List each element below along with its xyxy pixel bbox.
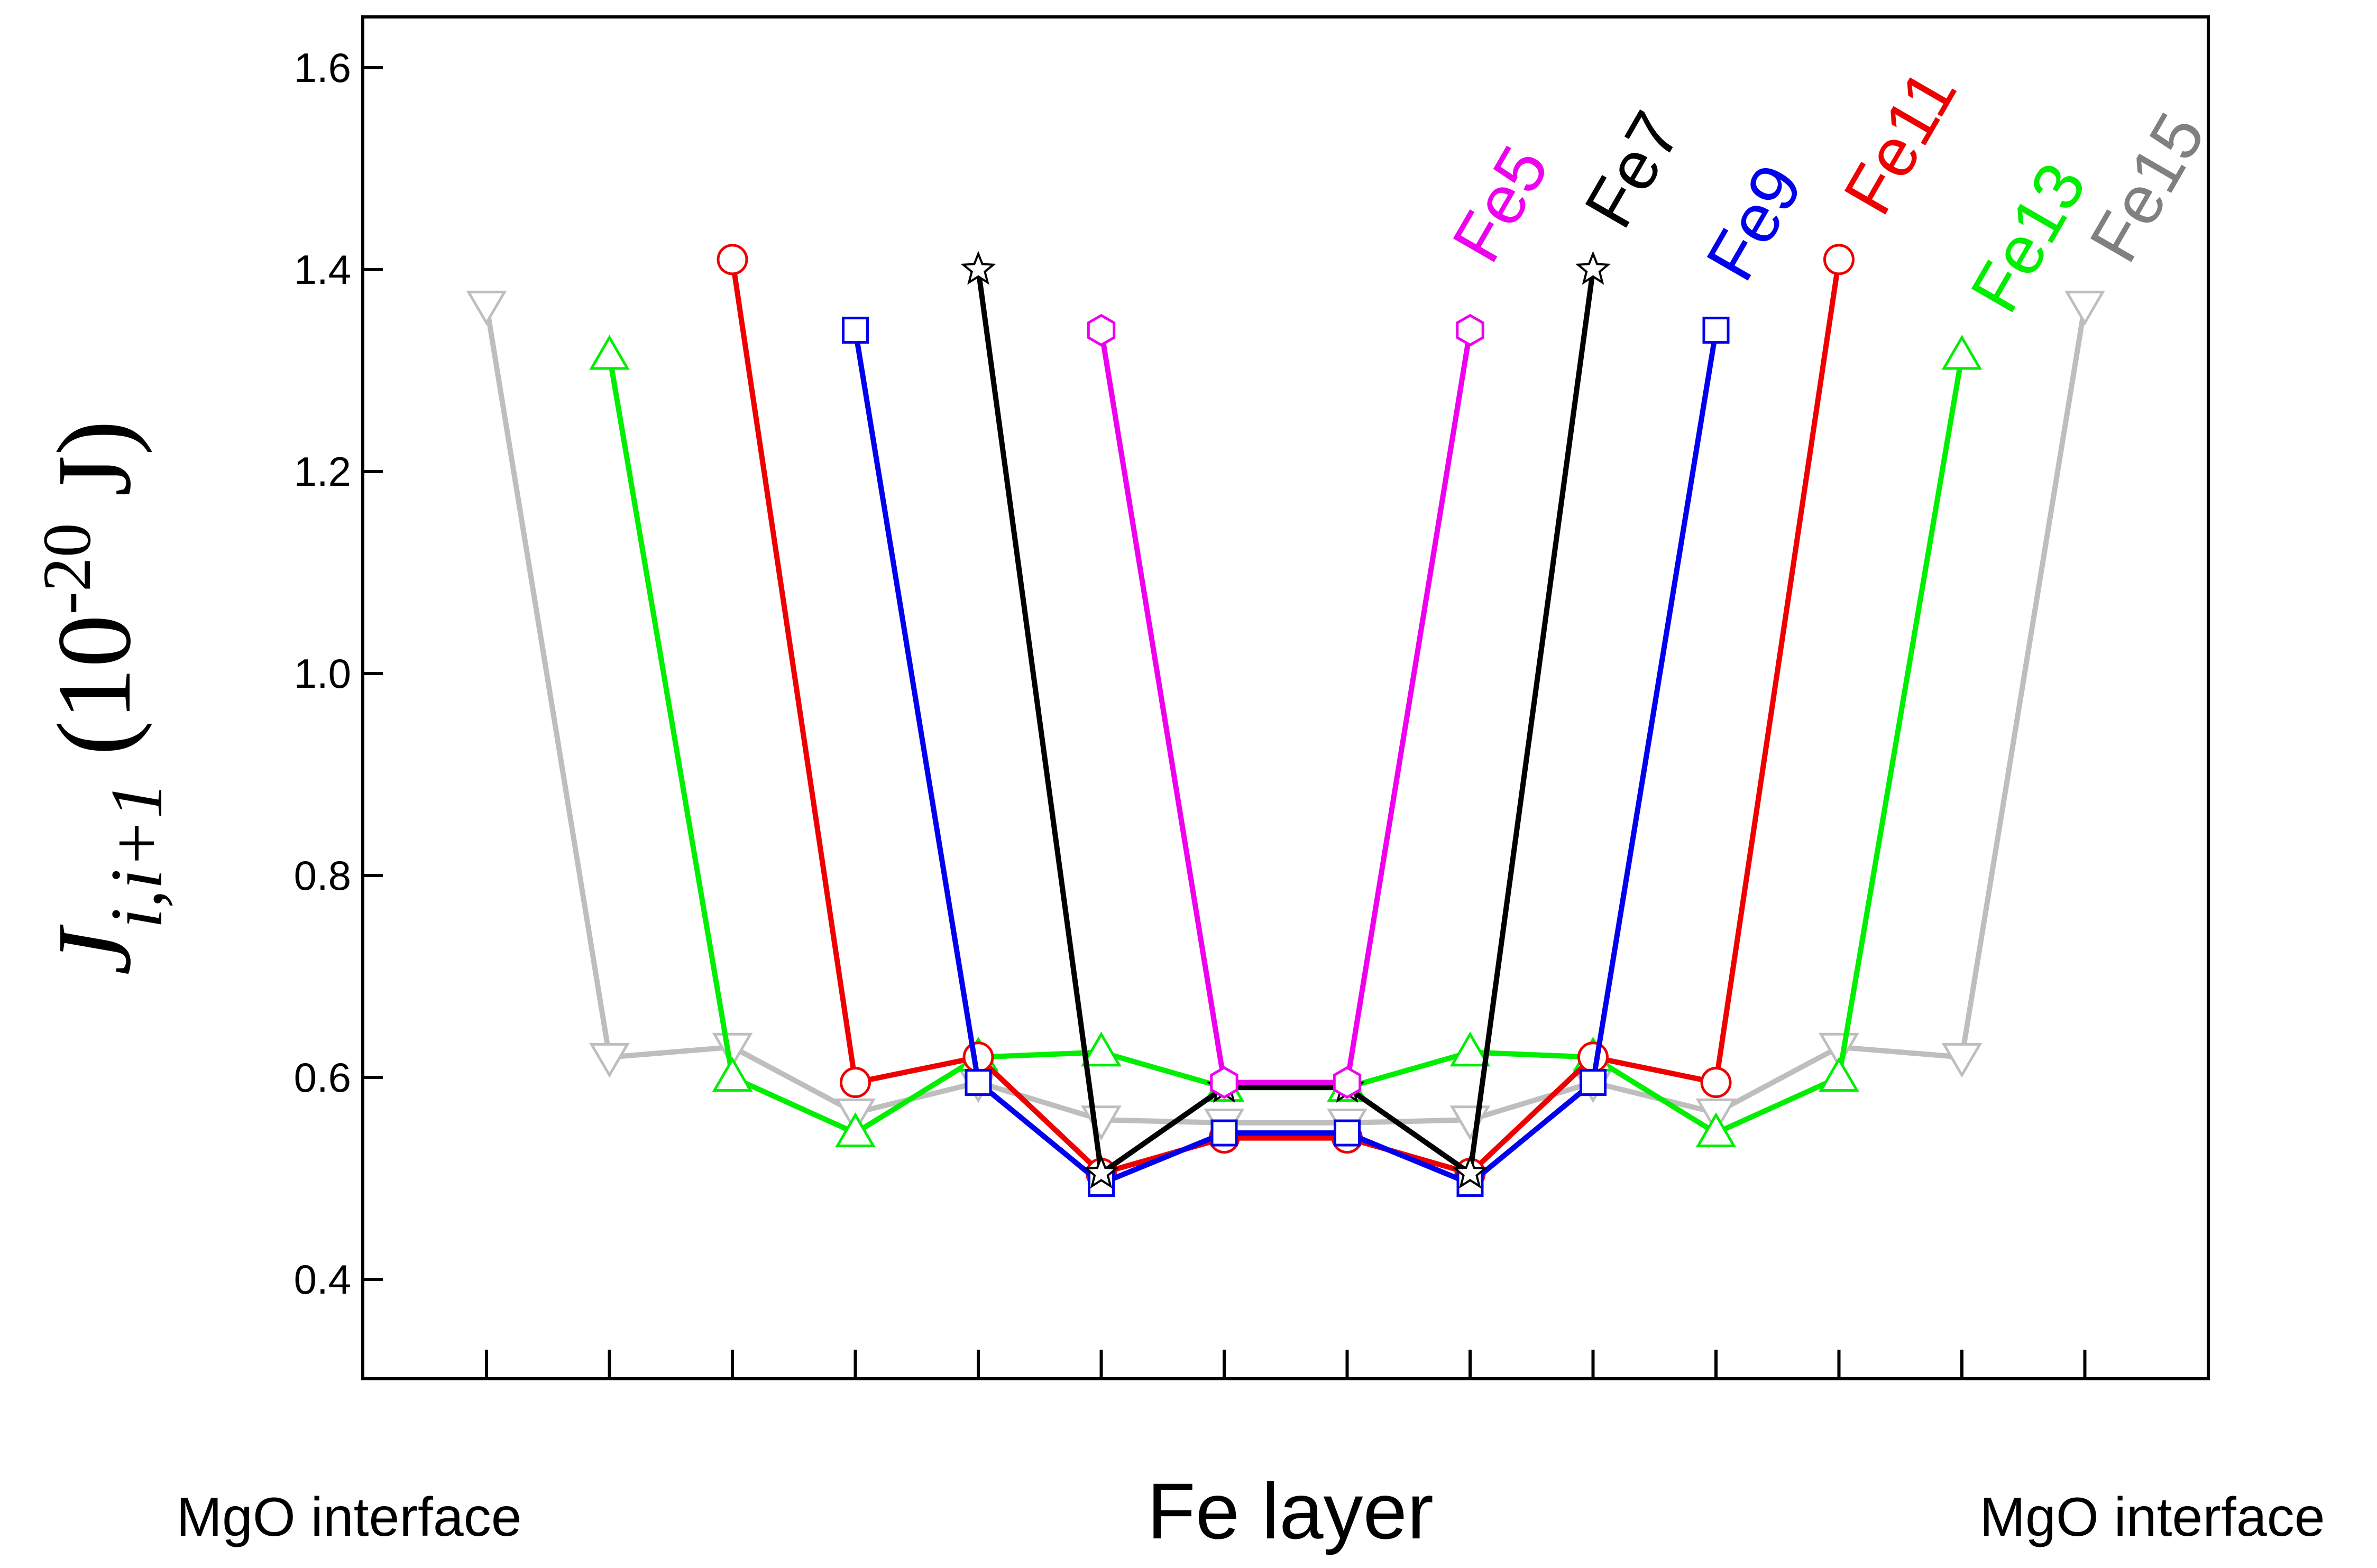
data-point [960, 251, 996, 285]
series-line [1098, 329, 1473, 1085]
y-tick-label: 0.4 [294, 1256, 351, 1303]
y-tick-label: 0.6 [294, 1054, 351, 1101]
series-fe7 [960, 251, 1611, 1189]
data-point [2064, 290, 2105, 326]
data-point [1456, 313, 1484, 347]
data-point [712, 1032, 753, 1068]
data-point [1449, 1031, 1491, 1067]
data-point [1575, 251, 1611, 285]
data-point [1700, 1067, 1732, 1099]
y-label-subscript: i,i+1 [96, 782, 178, 928]
data-point [717, 244, 748, 275]
data-point [1333, 1066, 1362, 1099]
y-axis: 0.4 0.6 0.8 1.0 1.2 1.4 1.6 [294, 44, 383, 1303]
series-fe15 [466, 290, 2105, 1143]
y-label-close: J) [36, 420, 153, 523]
data-point [1941, 1043, 1983, 1078]
y-axis-label: Ji,i+1 (10-20 J) [29, 420, 178, 975]
x-axis [485, 1350, 2087, 1379]
y-tick-label: 1.0 [294, 650, 351, 697]
y-tick-label: 1.4 [294, 246, 351, 293]
series-fe11 [717, 244, 1855, 1189]
data-point [1081, 1031, 1122, 1067]
data-point [712, 1057, 753, 1092]
x-axis-label: Fe layer [1147, 1466, 1434, 1555]
y-tick-label: 1.2 [294, 448, 351, 495]
data-point [1819, 1057, 1859, 1092]
data-point [1210, 1119, 1238, 1147]
y-tick-label: 0.8 [294, 852, 351, 899]
data-point [840, 1067, 871, 1099]
series-layer [466, 244, 2105, 1197]
data-point [589, 335, 630, 370]
data-point [1941, 335, 1983, 370]
data-point [965, 1069, 992, 1096]
data-point [835, 1112, 876, 1148]
series-fe5 [1087, 313, 1484, 1099]
data-point [1702, 317, 1730, 344]
series-label-fe7: Fe7 [1570, 99, 1695, 240]
data-point [842, 317, 869, 344]
x-left-side-label: MgO interface [176, 1487, 521, 1548]
data-point [1819, 1032, 1859, 1068]
series-label-fe9: Fe9 [1691, 152, 1817, 293]
y-label-open: (10 [36, 615, 153, 782]
data-point [466, 290, 507, 326]
series-fe13 [589, 335, 1983, 1148]
y-label-exponent: -20 [29, 523, 105, 614]
series-line [484, 305, 2088, 1126]
series-line [976, 269, 1596, 1176]
plot-frame [361, 15, 2210, 1380]
data-point [1083, 1154, 1119, 1189]
x-right-side-label: MgO interface [1979, 1487, 2325, 1548]
data-point [1210, 1066, 1238, 1099]
series-label-fe11: Fe11 [1829, 57, 1971, 227]
series-line [607, 355, 1965, 1136]
series-fe9 [842, 317, 1730, 1197]
data-point [1087, 313, 1116, 347]
series-line [730, 259, 1842, 1176]
series-line [852, 329, 1719, 1186]
data-point [1823, 244, 1855, 275]
data-point [1452, 1154, 1488, 1189]
data-point [1695, 1112, 1737, 1148]
y-tick-label: 1.6 [294, 44, 351, 91]
series-label-fe5: Fe5 [1437, 133, 1563, 274]
data-point [1580, 1069, 1607, 1096]
data-point [1334, 1119, 1361, 1147]
data-point [589, 1043, 630, 1078]
y-label-symbol: J [36, 924, 153, 975]
